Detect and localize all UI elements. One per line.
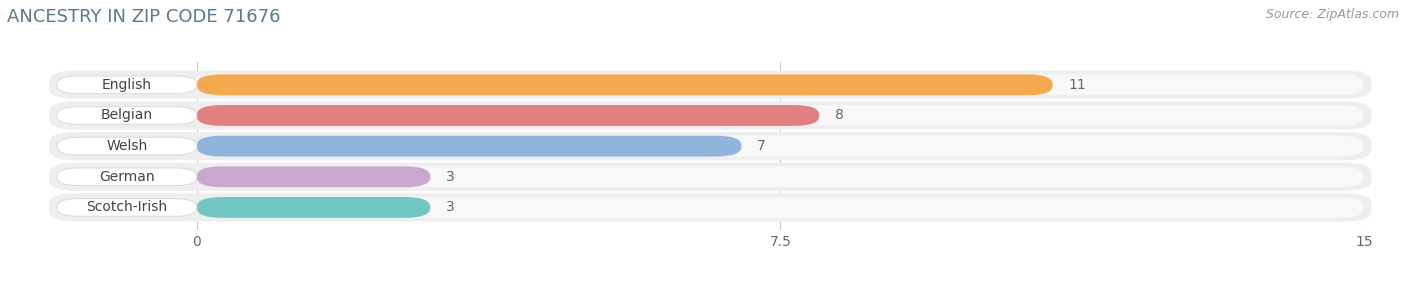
FancyBboxPatch shape xyxy=(49,71,1372,99)
Text: Belgian: Belgian xyxy=(101,108,153,123)
FancyBboxPatch shape xyxy=(49,163,1372,191)
FancyBboxPatch shape xyxy=(49,132,1372,160)
FancyBboxPatch shape xyxy=(56,137,197,155)
Text: English: English xyxy=(101,78,152,92)
FancyBboxPatch shape xyxy=(197,105,820,126)
Text: 8: 8 xyxy=(835,108,844,123)
FancyBboxPatch shape xyxy=(56,106,197,124)
FancyBboxPatch shape xyxy=(197,74,1364,95)
Text: Scotch-Irish: Scotch-Irish xyxy=(86,200,167,214)
FancyBboxPatch shape xyxy=(56,168,197,186)
Text: 7: 7 xyxy=(756,139,766,153)
FancyBboxPatch shape xyxy=(197,136,1364,157)
FancyBboxPatch shape xyxy=(197,197,430,218)
Text: Welsh: Welsh xyxy=(107,139,148,153)
FancyBboxPatch shape xyxy=(56,199,197,216)
FancyBboxPatch shape xyxy=(197,197,1364,218)
Text: 11: 11 xyxy=(1069,78,1085,92)
FancyBboxPatch shape xyxy=(197,105,1364,126)
FancyBboxPatch shape xyxy=(197,136,741,157)
FancyBboxPatch shape xyxy=(56,76,197,94)
FancyBboxPatch shape xyxy=(49,101,1372,130)
FancyBboxPatch shape xyxy=(197,74,1053,95)
FancyBboxPatch shape xyxy=(49,193,1372,221)
Text: ANCESTRY IN ZIP CODE 71676: ANCESTRY IN ZIP CODE 71676 xyxy=(7,8,281,26)
FancyBboxPatch shape xyxy=(197,166,430,187)
Text: Source: ZipAtlas.com: Source: ZipAtlas.com xyxy=(1265,8,1399,21)
FancyBboxPatch shape xyxy=(197,166,1364,187)
Text: 3: 3 xyxy=(446,200,454,214)
Text: German: German xyxy=(98,170,155,184)
Text: 3: 3 xyxy=(446,170,454,184)
